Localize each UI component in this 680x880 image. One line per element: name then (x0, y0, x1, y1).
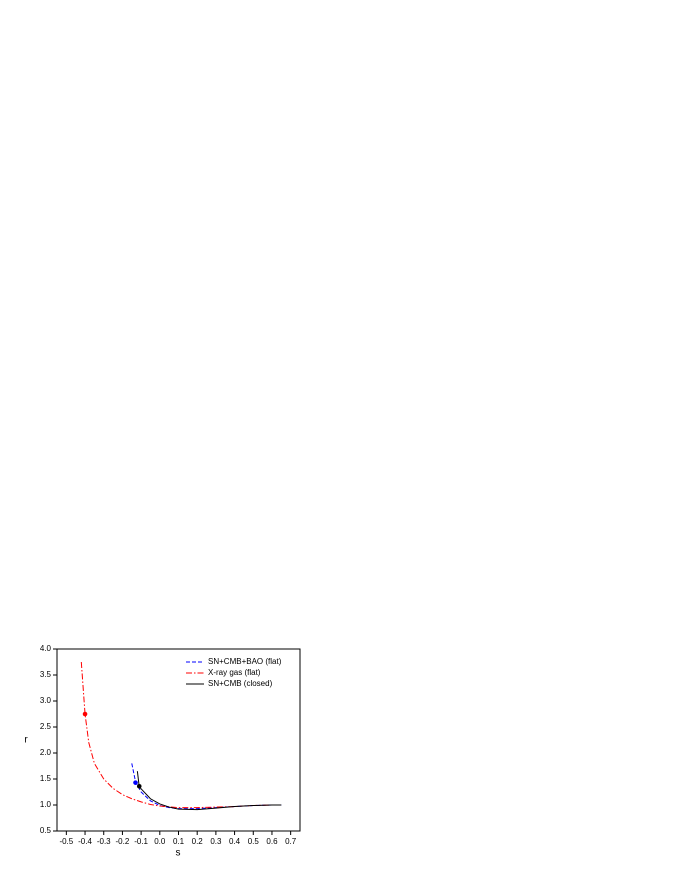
y-tick-label: 2.5 (40, 722, 52, 731)
series-point (82, 711, 88, 717)
x-tick-label: 0.0 (154, 837, 166, 846)
series-line (136, 771, 282, 811)
series-point (133, 780, 138, 785)
x-tick-label: 0.5 (248, 837, 260, 846)
legend-label: X-ray gas (flat) (208, 668, 261, 677)
plot-frame (56, 648, 301, 832)
x-tick-label: 0.7 (285, 837, 297, 846)
x-tick-label: -0.2 (116, 837, 130, 846)
x-tick-label: 0.2 (192, 837, 204, 846)
y-tick-label: 0.5 (40, 826, 52, 835)
legend-label: SN+CMB+BAO (flat) (208, 657, 282, 666)
x-tick-label: -0.4 (78, 837, 92, 846)
x-tick-label: 0.4 (229, 837, 241, 846)
y-tick-label: 3.5 (40, 670, 52, 679)
y-tick-label: 4.0 (40, 644, 52, 653)
y-axis-label: r (24, 735, 28, 746)
x-tick-label: -0.3 (97, 837, 111, 846)
series-line (131, 763, 282, 810)
x-tick-label: 0.6 (266, 837, 278, 846)
y-tick-label: 3.0 (40, 696, 52, 705)
x-tick-label: -0.1 (134, 837, 148, 846)
y-tick-label: 1.0 (40, 800, 52, 809)
legend-label: SN+CMB (closed) (208, 679, 273, 688)
x-tick-label: -0.5 (59, 837, 73, 846)
x-tick-label: 0.3 (210, 837, 222, 846)
x-tick-label: 0.1 (173, 837, 185, 846)
y-tick-label: 2.0 (40, 748, 52, 757)
y-tick-label: 1.5 (40, 774, 52, 783)
x-axis-label: s (176, 848, 181, 859)
series-point (136, 783, 142, 789)
